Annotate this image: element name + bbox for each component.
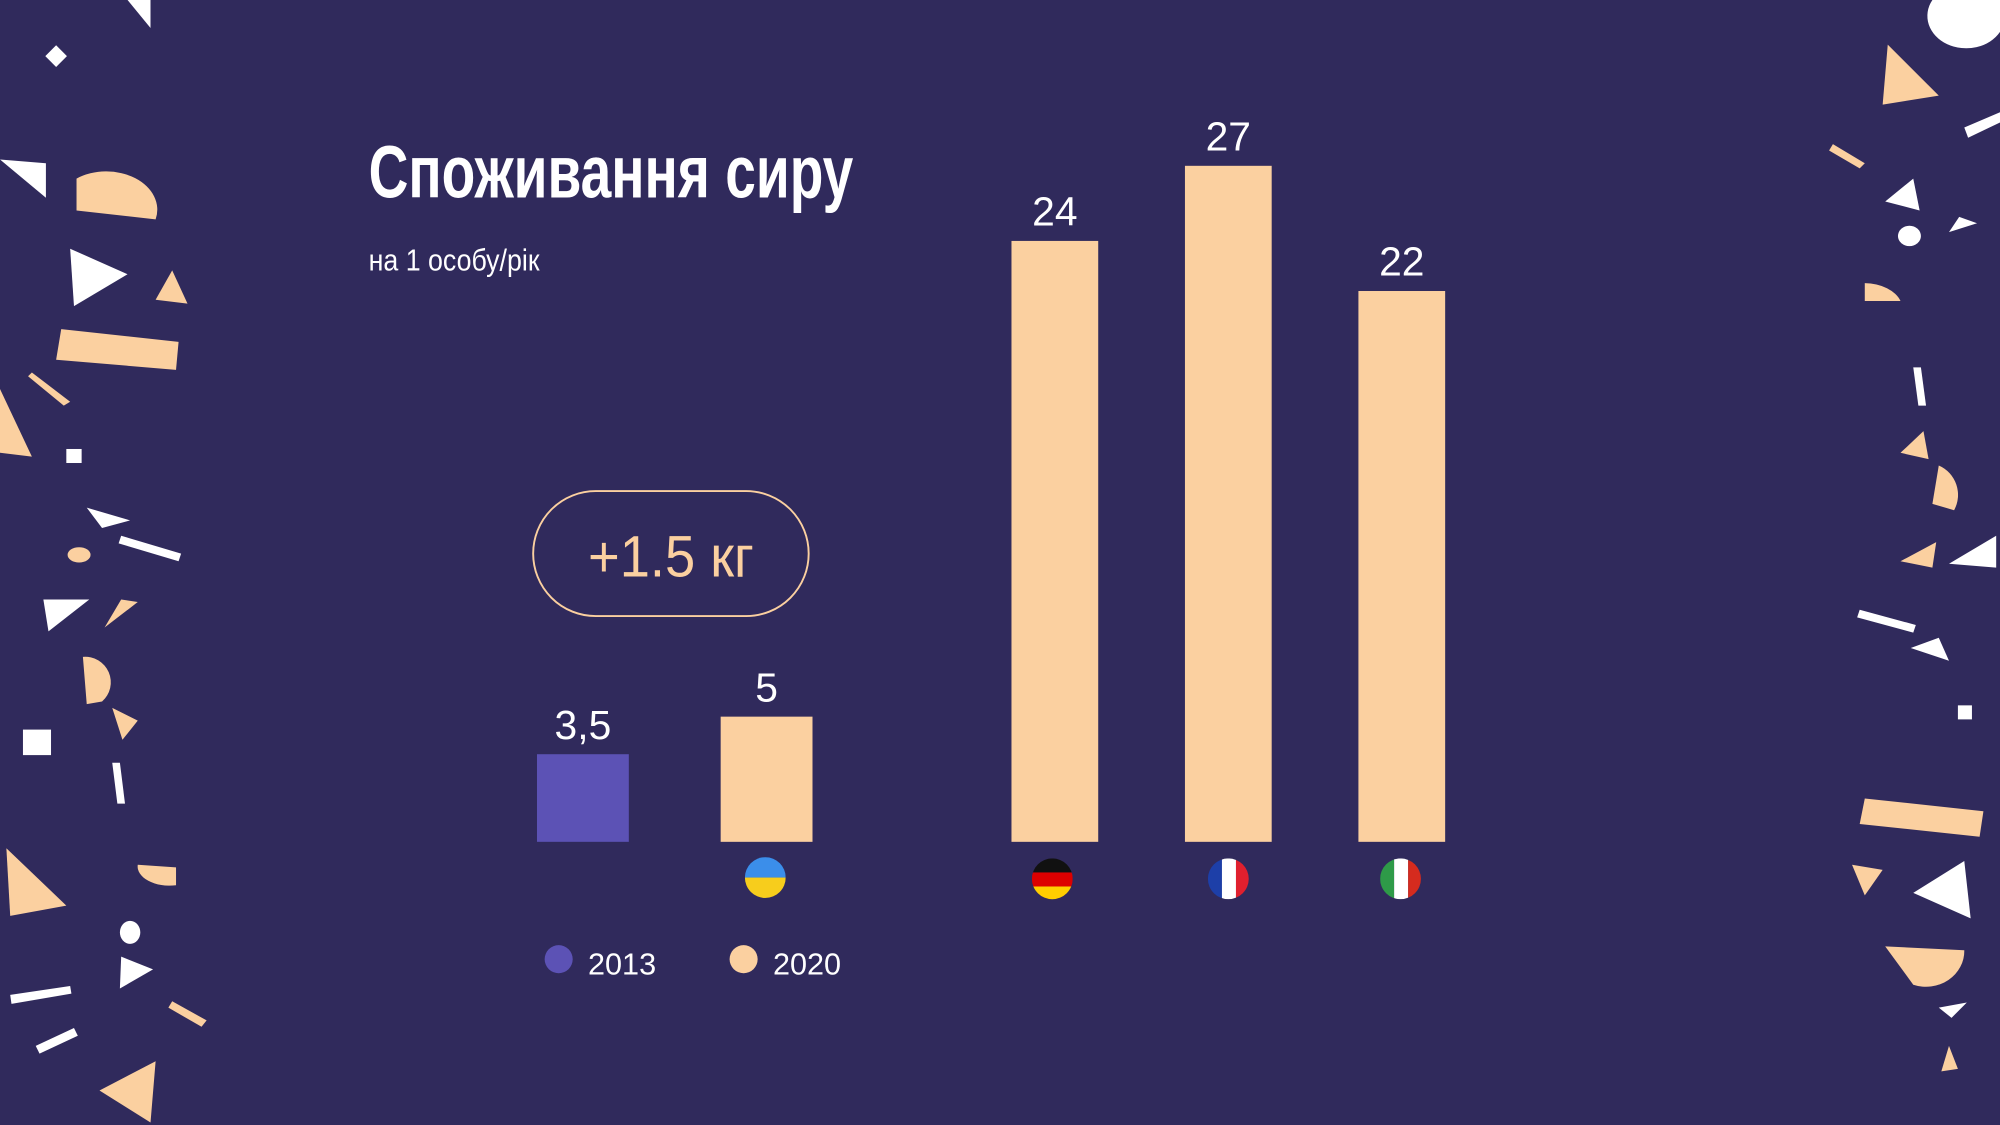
flag-fr: [1207, 858, 1249, 900]
flag-it: [1380, 858, 1421, 900]
value-label: 3,5: [555, 702, 612, 748]
legend-swatch: [729, 945, 758, 974]
value-label: 5: [755, 664, 778, 710]
bar: [1011, 240, 1099, 842]
value-label: 24: [1032, 189, 1077, 235]
bar: [1184, 165, 1272, 842]
legend-label: 2013: [588, 947, 656, 981]
legend-label: 2020: [773, 947, 841, 981]
annotation: +1.5 кг: [588, 525, 754, 590]
chart-subtitle: на 1 особу/рік: [369, 243, 540, 277]
bar: [720, 716, 813, 842]
flag-ua: [744, 857, 786, 898]
annotation-pill: [532, 490, 810, 618]
value-label: 22: [1379, 239, 1424, 285]
legend-swatch: [544, 945, 573, 974]
bar: [1358, 291, 1446, 842]
flag-de: [1031, 858, 1073, 900]
bar: [536, 754, 629, 842]
chart-title: Споживання сиру: [369, 131, 854, 214]
value-label: 27: [1206, 114, 1251, 160]
